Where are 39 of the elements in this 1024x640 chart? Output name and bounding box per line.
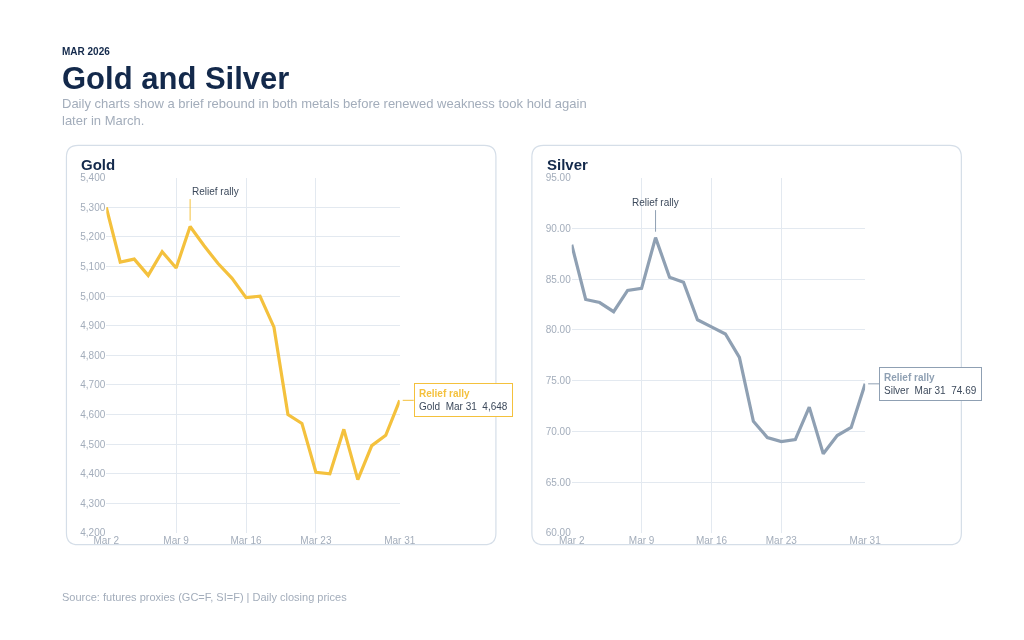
chart-title: Silver	[547, 156, 589, 173]
y-tick-label: 4,800	[80, 349, 106, 361]
text: Gold and Silver	[62, 61, 290, 96]
y-tick-label: 4,500	[80, 438, 106, 450]
text: Daily charts show a brief rebound in both metals before renewed weakness took hold again later in March.	[62, 96, 587, 128]
y-tick-label: 4,700	[80, 379, 106, 391]
x-tick-label: Mar 16	[230, 534, 263, 546]
y-tick-label: 4,600	[80, 409, 106, 421]
chart-title: Gold	[81, 156, 116, 173]
annotation: Relief rally	[192, 186, 239, 197]
y-tick-label: 4,300	[80, 497, 106, 509]
annotation: Relief rally Gold Mar 31 4,648	[419, 388, 508, 412]
y-tick-label: 5,300	[80, 201, 106, 213]
y-tick-label: 90.00	[545, 222, 572, 234]
x-tick-label: Mar 23	[765, 534, 798, 546]
y-tick-label: 60.00	[545, 527, 572, 539]
y-tick-label: 75.00	[545, 375, 572, 387]
x-tick-label: Mar 9	[163, 534, 190, 546]
y-tick-label: 5,000	[80, 290, 106, 302]
x-tick-label: Mar 31	[384, 534, 416, 546]
y-tick-label: 70.00	[545, 425, 572, 437]
y-tick-label: 95.00	[545, 172, 572, 184]
x-tick-label: Mar 16	[695, 534, 728, 546]
y-tick-label: 5,200	[80, 231, 106, 243]
annotation: Relief rally Silver Mar 31 74.69	[884, 372, 977, 396]
y-tick-label: 4,900	[80, 320, 106, 332]
y-tick-label: 4,400	[80, 468, 106, 480]
x-tick-label: Mar 23	[300, 534, 332, 546]
y-tick-label: 4,200	[80, 527, 106, 539]
text: MAR 2026	[62, 46, 111, 57]
annotation: Relief rally	[632, 197, 679, 208]
source-note: Source: futures proxies (GC=F, SI=F) | Daily closing prices	[62, 591, 348, 603]
y-tick-label: 5,400	[80, 172, 106, 184]
y-tick-label: 5,100	[80, 261, 106, 273]
y-tick-label: 65.00	[545, 476, 572, 488]
x-tick-label: Mar 31	[849, 534, 882, 546]
y-tick-label: 85.00	[545, 273, 572, 285]
x-tick-label: Mar 9	[628, 534, 655, 546]
y-tick-label: 80.00	[545, 324, 572, 336]
